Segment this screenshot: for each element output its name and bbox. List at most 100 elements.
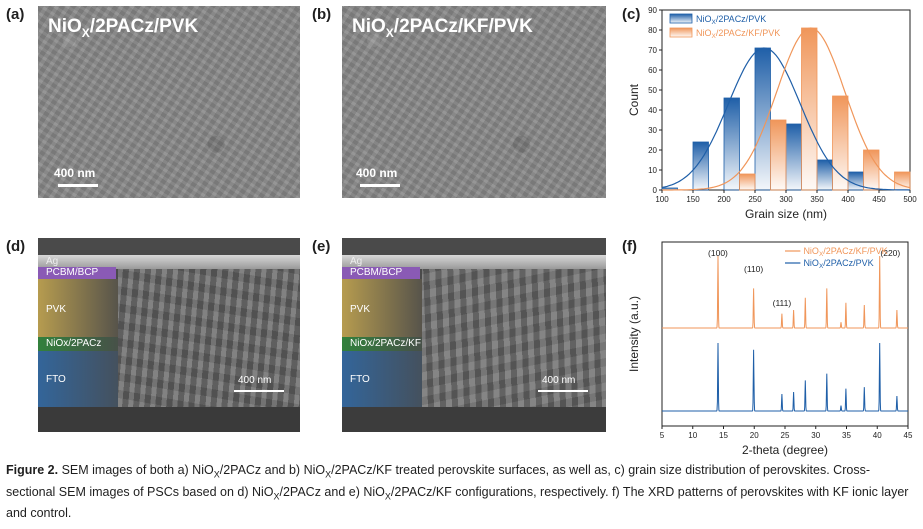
layer-label-pvk-d: PVK bbox=[46, 304, 67, 315]
x-tick-label-c-500: 500 bbox=[903, 195, 917, 204]
x-tick-label-f-30: 30 bbox=[811, 431, 820, 440]
histogram-bar-0-3 bbox=[754, 47, 771, 191]
gaussian-fit-1 bbox=[662, 27, 911, 191]
panel-label-e: (e) bbox=[312, 238, 331, 255]
legend-label-f-1: NiOX/2PACz/PVK bbox=[803, 258, 873, 270]
scale-label-b: 400 nm bbox=[356, 166, 398, 180]
scale-label-d: 400 nm bbox=[238, 375, 272, 386]
layer-substrate-e bbox=[342, 407, 606, 432]
layer-label-fto-d: FTO bbox=[46, 374, 66, 385]
legend-swatch-c-0 bbox=[669, 13, 693, 24]
layer-grains-d bbox=[118, 269, 300, 407]
scale-bar-d bbox=[234, 390, 284, 392]
peak-label-3: (220) bbox=[880, 248, 900, 258]
x-tick-label-f-40: 40 bbox=[873, 431, 882, 440]
y-tick-label-c-40: 40 bbox=[648, 106, 657, 115]
histogram-bar-1-2 bbox=[801, 27, 818, 191]
x-tick-label-f-45: 45 bbox=[904, 431, 913, 440]
sem-title-b: NiOX/2PACz/KF/PVK bbox=[352, 16, 533, 40]
layer-label-nio-e: NiOx/2PACz/KF bbox=[350, 338, 421, 349]
plot-frame-f bbox=[661, 241, 909, 427]
sem-cross-section-d: Ag PCBM/BCP PVK NiOx/2PACz FTO 400 nm bbox=[38, 238, 300, 432]
legend-label-c-1: NiOX/2PACz/KF/PVK bbox=[696, 28, 780, 40]
panel-label-d: (d) bbox=[6, 238, 26, 255]
scale-bar-e bbox=[538, 390, 588, 392]
histogram-bar-0-6 bbox=[847, 171, 864, 191]
layer-label-pcbm-d: PCBM/BCP bbox=[46, 267, 99, 278]
x-tick-label-f-25: 25 bbox=[781, 431, 790, 440]
y-tick-label-c-10: 10 bbox=[648, 166, 657, 175]
y-axis-label-c: Count bbox=[627, 83, 641, 116]
layer-label-fto-e: FTO bbox=[350, 374, 370, 385]
x-axis-label-c: Grain size (nm) bbox=[745, 207, 827, 221]
scale-label-a: 400 nm bbox=[54, 166, 96, 180]
x-tick-label-c-250: 250 bbox=[748, 195, 762, 204]
panel-label-f: (f) bbox=[622, 238, 637, 255]
xrd-trace-1 bbox=[662, 342, 908, 412]
x-tick-label-c-350: 350 bbox=[810, 195, 824, 204]
layer-substrate-d bbox=[38, 407, 300, 432]
xrd-trace-0 bbox=[662, 255, 908, 329]
histogram-bar-0-2 bbox=[723, 97, 740, 191]
y-axis-label-f: Intensity (a.u.) bbox=[627, 296, 641, 372]
layer-label-nio-d: NiOx/2PACz bbox=[46, 338, 102, 349]
x-tick-label-c-400: 400 bbox=[841, 195, 855, 204]
x-tick-label-f-20: 20 bbox=[750, 431, 759, 440]
layer-label-pvk-e: PVK bbox=[350, 304, 371, 315]
scale-bar-a bbox=[58, 184, 98, 187]
legend-label-f-0: NiOX/2PACz/KF/PVK bbox=[803, 246, 887, 258]
sem-image-a: NiOX/2PACz/PVK 400 nm bbox=[38, 6, 300, 198]
histogram-bar-1-0 bbox=[739, 173, 756, 191]
layer-label-ag-e: Ag bbox=[350, 256, 363, 267]
x-tick-label-c-300: 300 bbox=[779, 195, 793, 204]
y-tick-label-c-90: 90 bbox=[648, 6, 657, 15]
x-tick-label-f-5: 5 bbox=[660, 431, 665, 440]
y-tick-label-c-20: 20 bbox=[648, 146, 657, 155]
panel-label-c: (c) bbox=[622, 6, 641, 23]
sem-cross-section-e: Ag PCBM/BCP PVK NiOx/2PACz/KF FTO 400 nm bbox=[342, 238, 606, 432]
layer-pvk-d bbox=[38, 279, 118, 337]
histogram-bar-1-3 bbox=[832, 95, 849, 191]
peak-label-1: (110) bbox=[744, 264, 763, 274]
y-tick-label-c-0: 0 bbox=[653, 186, 658, 195]
x-tick-label-c-450: 450 bbox=[872, 195, 886, 204]
caption-label: Figure 2. bbox=[6, 463, 59, 477]
layer-pvk-e bbox=[342, 279, 422, 337]
y-tick-label-c-50: 50 bbox=[648, 86, 657, 95]
histogram-bar-1-4 bbox=[863, 149, 880, 191]
y-tick-label-c-70: 70 bbox=[648, 46, 657, 55]
layer-nio-d bbox=[38, 337, 118, 351]
gaussian-fit-0 bbox=[661, 47, 911, 191]
y-tick-label-c-60: 60 bbox=[648, 66, 657, 75]
layer-nio-e bbox=[342, 337, 422, 351]
layer-ag-d bbox=[38, 255, 300, 269]
y-tick-label-c-80: 80 bbox=[648, 26, 657, 35]
layer-label-ag-d: Ag bbox=[46, 256, 59, 267]
figure-caption: Figure 2. SEM images of both a) NiOX/2PA… bbox=[6, 463, 909, 520]
x-tick-label-c-150: 150 bbox=[686, 195, 700, 204]
x-axis-label-f: 2-theta (degree) bbox=[742, 443, 828, 457]
grain-size-histogram: 100 150 200 250 300 350 400 450 500 0 10 20 30 40 50 60… bbox=[627, 6, 917, 221]
layer-ag-e bbox=[342, 255, 606, 269]
layer-pcbm-e bbox=[342, 267, 420, 279]
scale-label-e: 400 nm bbox=[542, 375, 576, 386]
histogram-bar-1-1 bbox=[770, 119, 787, 191]
x-tick-label-c-200: 200 bbox=[717, 195, 731, 204]
x-tick-label-c-100: 100 bbox=[655, 195, 669, 204]
layer-label-pcbm-e: PCBM/BCP bbox=[350, 267, 403, 278]
x-tick-label-f-15: 15 bbox=[719, 431, 728, 440]
peak-label-2: (111) bbox=[773, 298, 792, 308]
scale-bar-b bbox=[360, 184, 400, 187]
layer-pcbm-d bbox=[38, 267, 116, 279]
xrd-pattern-chart: (100) (110) (111) (220) 5 10 15 20 25 30 35 40 45 2-t… bbox=[627, 241, 913, 457]
panel-label-b: (b) bbox=[312, 6, 332, 23]
legend-swatch-c-1 bbox=[669, 27, 693, 38]
sem-title-a: NiOX/2PACz/PVK bbox=[48, 16, 199, 40]
peak-label-0: (100) bbox=[708, 248, 728, 258]
panel-label-a: (a) bbox=[6, 6, 25, 23]
x-tick-label-f-35: 35 bbox=[842, 431, 851, 440]
sem-image-b: NiOX/2PACz/KF/PVK 400 nm bbox=[342, 6, 606, 198]
histogram-bar-0-1 bbox=[692, 141, 709, 191]
layer-grains-e bbox=[422, 269, 606, 407]
legend-label-c-0: NiOX/2PACz/PVK bbox=[696, 14, 766, 26]
